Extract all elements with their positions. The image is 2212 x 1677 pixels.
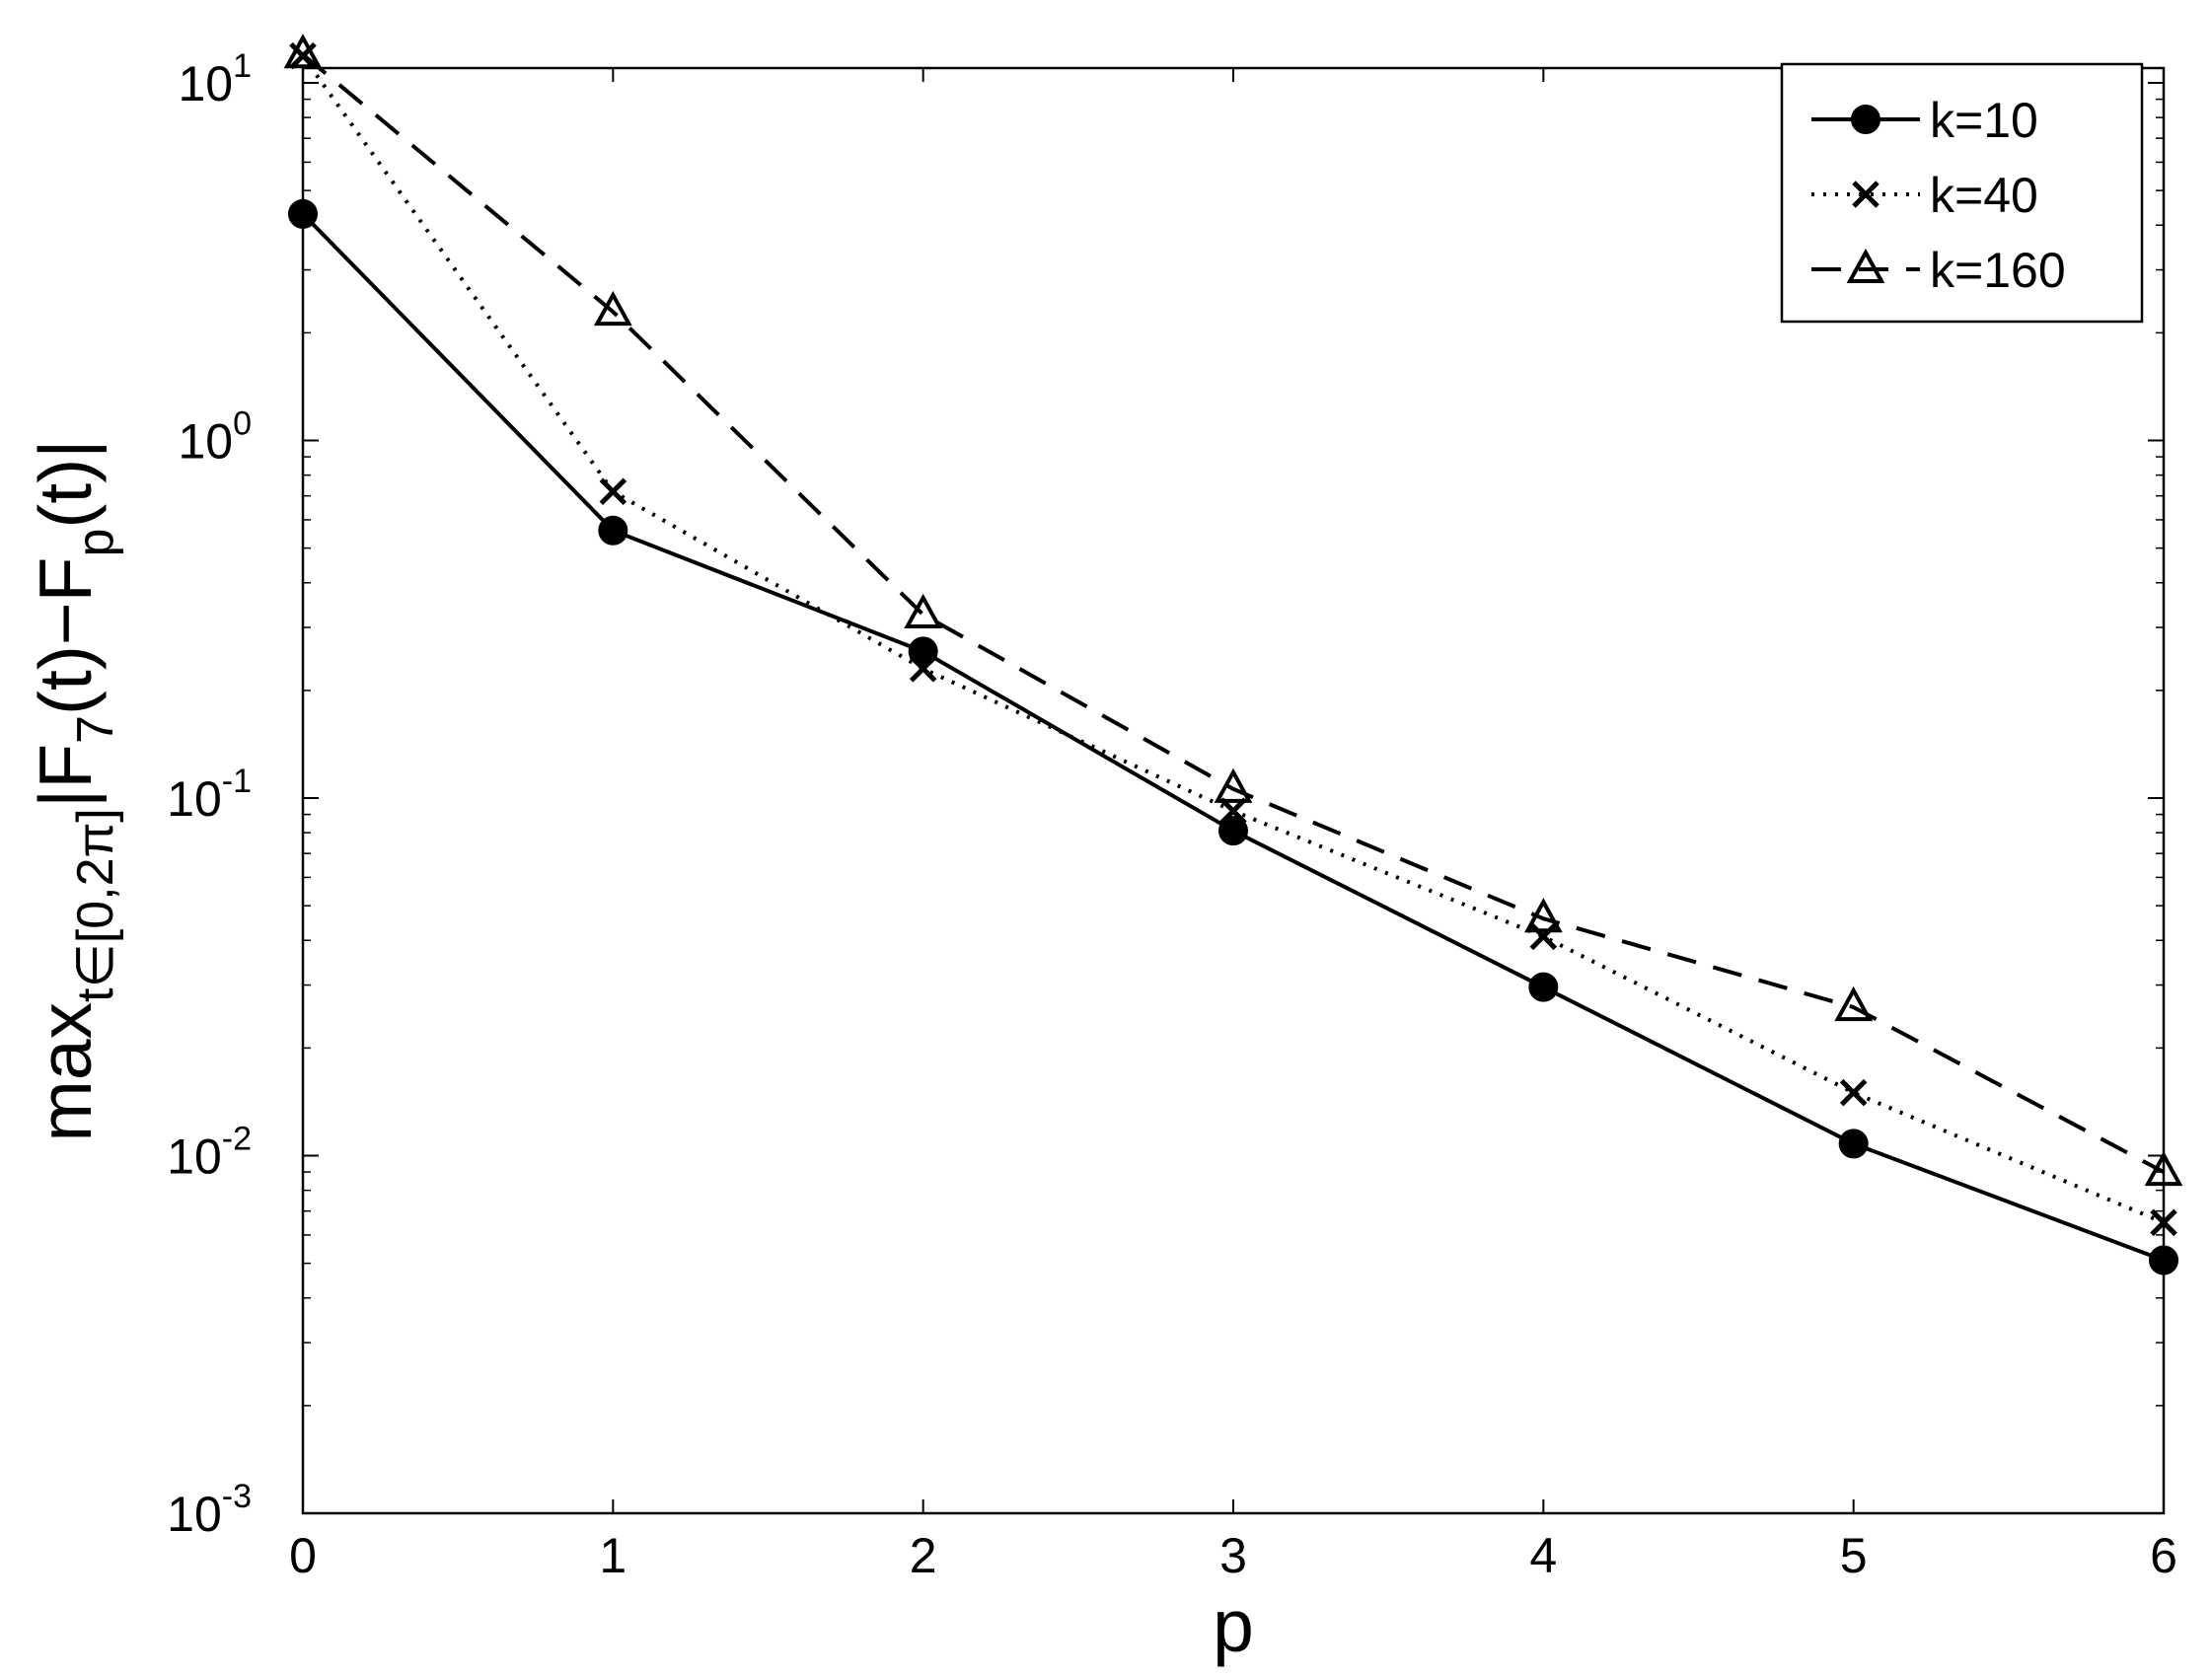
label-subscript: p (67, 529, 124, 557)
data-point (1834, 985, 1874, 1022)
data-point (283, 34, 323, 69)
data-point (1214, 767, 1253, 803)
data-point (1218, 816, 1248, 846)
label-text: max (24, 1002, 107, 1142)
label-subscript: t∈[0,2π] (67, 808, 124, 1002)
y-tick-label: 100 (178, 405, 252, 470)
label-text: (t)| (24, 439, 107, 528)
y-tick-label: 101 (178, 47, 252, 111)
series-line (301, 52, 2165, 1174)
tick-exponent: -2 (222, 1121, 252, 1158)
tick-exponent: -3 (222, 1478, 252, 1515)
tick-base: 10 (167, 771, 222, 827)
x-axis-label: p (1213, 1584, 1254, 1667)
x-tick-label: 6 (2150, 1528, 2177, 1583)
data-point (1528, 972, 1559, 1002)
data-point (909, 655, 937, 683)
tick-base: 10 (167, 1130, 222, 1185)
data-point (598, 515, 628, 546)
x-tick-label: 1 (599, 1528, 627, 1583)
y-tick-label: 10-3 (167, 1478, 252, 1542)
data-point (1838, 1129, 1869, 1159)
legend (1780, 62, 2144, 324)
label-subscript: 7 (67, 715, 124, 744)
data-point (1523, 898, 1563, 933)
data-point (1839, 1078, 1868, 1107)
data-point (2150, 1208, 2177, 1237)
data-point (908, 636, 938, 667)
tick-exponent: 1 (233, 47, 252, 85)
y-tick-label: 10-1 (167, 763, 252, 827)
y-axis-label: maxt∈[0,2π]​|F7​(t)−Fp​(t)| (24, 439, 124, 1141)
legend-marker (1851, 105, 1880, 134)
tick-exponent: -1 (222, 763, 252, 800)
data-point (1219, 797, 1247, 825)
x-tick-label: 0 (289, 1528, 317, 1583)
legend-label: k=40 (1930, 168, 2038, 223)
legend-label: k=10 (1930, 93, 2038, 148)
tick-exponent: 0 (233, 405, 252, 443)
data-point (2144, 1150, 2183, 1187)
legend-marker (1852, 181, 1880, 208)
tick-base: 10 (167, 1487, 222, 1542)
data-point (2149, 1245, 2178, 1276)
y-tick-label: 10-2 (167, 1121, 252, 1185)
data-point (904, 593, 943, 628)
x-tick-label: 3 (1219, 1528, 1247, 1583)
data-point (599, 477, 627, 505)
label-text: (t)−F (24, 557, 107, 715)
tick-base: 10 (178, 414, 233, 470)
legend-marker (1846, 248, 1885, 283)
x-tick-label: 4 (1529, 1528, 1557, 1583)
data-point (593, 290, 632, 327)
data-point (288, 198, 318, 229)
label-text: |F (24, 744, 107, 808)
tick-base: 10 (178, 56, 233, 111)
legend-label: k=160 (1930, 243, 2066, 298)
x-tick-label: 2 (910, 1528, 937, 1583)
x-tick-label: 5 (1840, 1528, 1868, 1583)
